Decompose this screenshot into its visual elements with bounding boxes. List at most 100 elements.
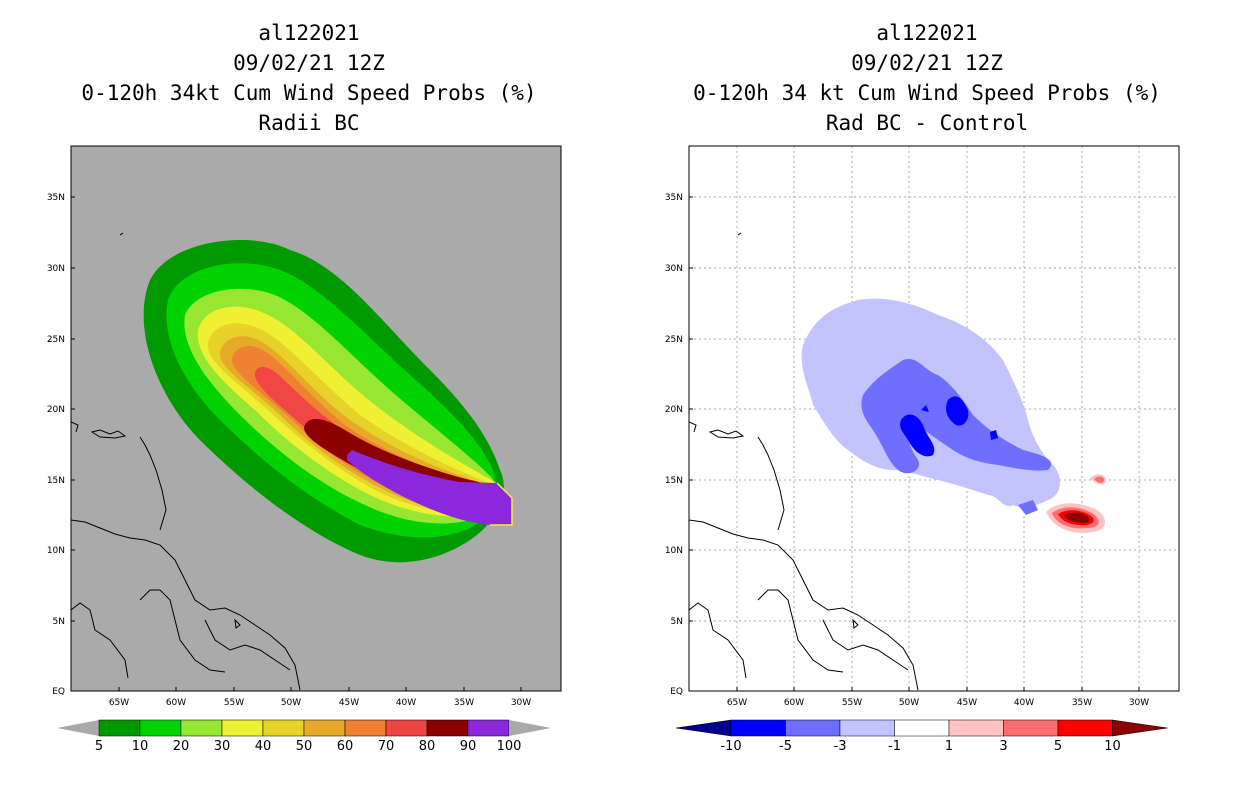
colorbar-label: 60 (337, 739, 354, 754)
colorbar-label: 100 (497, 739, 522, 754)
colorbar-swatch (467, 719, 510, 737)
colorbar-high-arrow (509, 720, 551, 736)
colorbar-label: 10 (132, 739, 149, 754)
colorbar-swatch (221, 719, 264, 737)
map-frame (688, 145, 1180, 692)
storm-id: al122021 (876, 21, 978, 45)
probability-contours (143, 240, 513, 563)
lon-label: 55W (842, 698, 862, 708)
colorbar-swatch (1057, 719, 1113, 737)
lat-label: 20N (47, 405, 65, 415)
lat-label: 15N (665, 476, 683, 486)
lon-label: 40W (1014, 698, 1034, 708)
lat-label: 10N (47, 546, 65, 556)
lon-label: 65W (109, 698, 129, 708)
lat-label: 35N (47, 193, 65, 203)
contour-minus-5 (900, 414, 935, 457)
lat-label: 10N (665, 546, 683, 556)
colorbar-label: 1 (945, 739, 953, 754)
colorbar-high-arrow (1112, 719, 1168, 737)
lat-label: 30N (665, 264, 683, 274)
lat-label: 5N (671, 617, 683, 627)
right-colorbar: -10 -5 -3 -1 1 3 5 10 (675, 719, 1168, 754)
lat-label: 15N (47, 476, 65, 486)
init-time: 09/02/21 12Z (851, 51, 1003, 75)
colorbar-label: -5 (779, 739, 792, 754)
colorbar-swatch (303, 719, 346, 737)
lat-label: 35N (665, 193, 683, 203)
colorbar-swatch (426, 719, 469, 737)
coastlines (689, 232, 919, 691)
colorbar-swatch (785, 719, 841, 737)
storm-id: al122021 (258, 21, 360, 45)
map-frame (70, 145, 562, 692)
colorbar-low-arrow (675, 719, 732, 737)
colorbar-label: -1 (888, 739, 901, 754)
lon-label: 60W (784, 698, 804, 708)
colorbar-label: 5 (95, 739, 103, 754)
contour-90 (347, 450, 512, 525)
coastlines (71, 232, 301, 691)
contour-60 (231, 346, 501, 510)
left-panel: al122021 09/02/21 12Z 0-120h 34kt Cum Wi… (0, 18, 618, 754)
lat-label: EQ (670, 687, 683, 697)
contour-minus-5b (945, 396, 969, 426)
contour-plus-3b (1094, 476, 1104, 483)
colorbar-swatch (344, 719, 387, 737)
lon-label: 50W (899, 698, 919, 708)
colorbar-swatch (948, 719, 1004, 737)
lon-label: 30W (511, 698, 531, 708)
left-axis-labels: 35N 30N 25N 20N 15N 10N 5N EQ 65W 60W 55W 50W 45W 40W… (47, 193, 531, 708)
colorbar-label: 80 (419, 739, 436, 754)
contour-plus-10 (1064, 512, 1090, 523)
colorbar-swatch (262, 719, 305, 737)
colorbar-label: 30 (214, 739, 231, 754)
product-subtitle: Rad BC - Control (825, 111, 1029, 135)
colorbar-label: 50 (296, 739, 313, 754)
colorbar-label: 90 (460, 739, 477, 754)
lon-label: 55W (224, 698, 244, 708)
lon-label: 45W (957, 698, 977, 708)
lon-label: 35W (454, 698, 474, 708)
lat-label: 20N (665, 405, 683, 415)
left-title: al122021 09/02/21 12Z 0-120h 34kt Cum Wi… (0, 18, 618, 138)
contour-100-edge (490, 482, 513, 526)
lon-label: 60W (166, 698, 186, 708)
colorbar-swatch (180, 719, 223, 737)
colorbar-swatch (98, 719, 141, 737)
colorbar-swatch (385, 719, 428, 737)
lon-label: 65W (727, 698, 747, 708)
right-map: 35N 30N 25N 20N 15N 10N 5N EQ 65W 60W 55W 50W 45W 40W… (665, 145, 1180, 754)
right-title: al122021 09/02/21 12Z 0-120h 34 kt Cum W… (618, 18, 1236, 138)
contour-minus-3b (1018, 500, 1038, 515)
colorbar-swatch (730, 719, 786, 737)
colorbar-label: 10 (1104, 739, 1121, 754)
left-map: 35N 30N 25N 20N 15N 10N 5N EQ 65W 60W 55W 50W 45W 40W… (47, 145, 562, 754)
colorbar-label: 3 (999, 739, 1007, 754)
lon-label: 50W (281, 698, 301, 708)
contour-minus-5c (921, 405, 929, 412)
right-panel: al122021 09/02/21 12Z 0-120h 34 kt Cum W… (618, 0, 1236, 800)
lon-label: 35W (1072, 698, 1092, 708)
colorbar-swatch (894, 719, 950, 737)
colorbar-swatch (839, 719, 895, 737)
colorbar-swatch (1003, 719, 1059, 737)
lat-label: 25N (665, 335, 683, 345)
lon-label: 45W (339, 698, 359, 708)
lat-label: EQ (52, 687, 65, 697)
lat-label: 5N (53, 617, 65, 627)
product-title: 0-120h 34 kt Cum Wind Speed Probs (%) (693, 81, 1161, 105)
left-colorbar: 5 10 20 30 40 50 60 70 80 90 100 (57, 719, 551, 754)
colorbar-label: -10 (720, 739, 741, 754)
difference-contours (801, 298, 1106, 534)
lon-label: 30W (1129, 698, 1149, 708)
colorbar-label: 20 (173, 739, 190, 754)
product-title: 0-120h 34kt Cum Wind Speed Probs (%) (81, 81, 537, 105)
colorbar-label: 70 (378, 739, 395, 754)
colorbar-label: -3 (834, 739, 847, 754)
colorbar-label: 40 (255, 739, 272, 754)
colorbar-swatch (139, 719, 182, 737)
contour-minus-5d (990, 430, 998, 440)
init-time: 09/02/21 12Z (233, 51, 385, 75)
lon-label: 40W (396, 698, 416, 708)
